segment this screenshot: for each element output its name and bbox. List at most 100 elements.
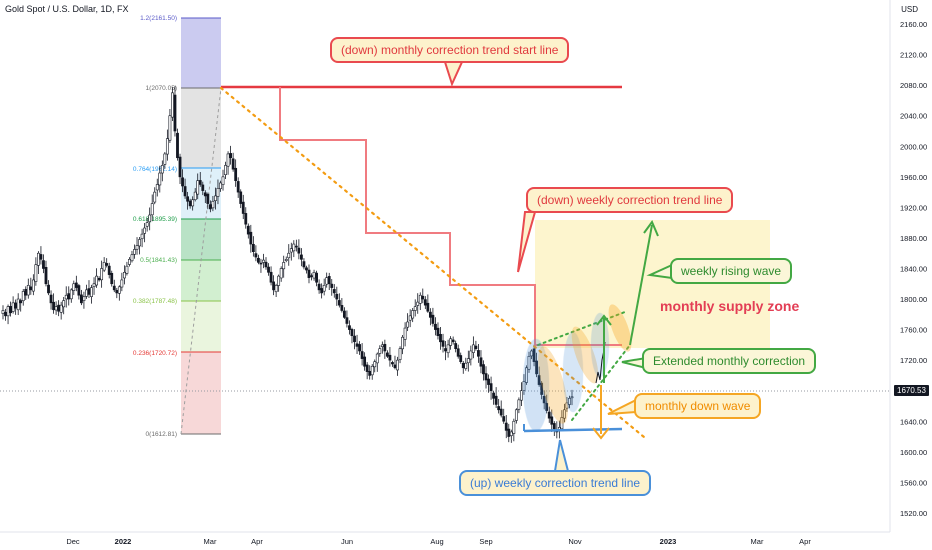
candle <box>178 156 182 178</box>
candle <box>9 305 12 314</box>
candle <box>163 153 167 165</box>
y-tick-label: 2160.00 <box>900 20 927 29</box>
fib-label-0: 0(1612.81) <box>146 431 177 438</box>
candle <box>176 132 179 159</box>
candle <box>345 317 349 324</box>
y-tick-label: 2040.00 <box>900 112 927 121</box>
candle <box>421 295 425 300</box>
candle <box>39 254 43 260</box>
candle <box>504 422 508 431</box>
candle <box>120 279 124 288</box>
candle <box>428 311 432 318</box>
x-tick-label: Sep <box>479 537 492 546</box>
candle <box>272 281 275 291</box>
candle <box>90 287 93 297</box>
y-tick-label: 2080.00 <box>900 81 927 90</box>
candle <box>153 191 157 203</box>
candle <box>241 201 245 214</box>
candle <box>279 268 283 279</box>
candle <box>446 344 450 354</box>
callout-weekly-up-trend: (up) weekly correction trend line <box>459 470 652 496</box>
candle <box>74 282 78 288</box>
candle <box>489 383 493 392</box>
fib-zone-0.764 <box>181 168 221 219</box>
candle <box>107 265 111 275</box>
candle <box>563 409 566 419</box>
candle <box>42 260 45 269</box>
candle <box>19 300 23 304</box>
candle <box>494 395 498 405</box>
callout-extended-monthly-correction: Extended monthly correction <box>642 348 817 374</box>
candle <box>375 353 379 364</box>
candle <box>325 277 329 285</box>
candle <box>201 184 205 191</box>
candle <box>342 310 346 318</box>
x-tick-label: Apr <box>251 537 263 546</box>
candle <box>34 264 38 282</box>
candle <box>31 279 35 292</box>
candle <box>92 283 96 287</box>
candle <box>145 222 149 227</box>
candle <box>418 294 422 304</box>
candle <box>181 177 184 187</box>
candle <box>370 365 374 376</box>
candle <box>550 416 554 425</box>
candle <box>383 343 387 352</box>
callout-weekly-rising-wave: weekly rising wave <box>670 258 793 284</box>
candle <box>378 348 382 354</box>
candle <box>112 285 116 291</box>
candle <box>320 288 324 294</box>
price-axis[interactable]: 2160.00 2120.00 2080.00 2040.00 2000.00 1960.… <box>900 20 927 518</box>
candle <box>196 180 200 195</box>
callout-monthly-correction-start: (down) monthly correction trend start li… <box>330 37 570 63</box>
candle <box>411 310 415 319</box>
currency-label: USD <box>901 5 918 14</box>
candle <box>203 192 207 197</box>
candle <box>49 294 53 304</box>
candle <box>221 176 225 185</box>
candle <box>403 327 407 340</box>
fib-zone-0.382 <box>181 301 221 352</box>
candle <box>527 356 531 370</box>
candle <box>423 299 427 306</box>
fib-zone-0.618 <box>181 219 221 260</box>
candle <box>297 247 301 254</box>
candle <box>37 252 40 266</box>
candle <box>143 227 147 234</box>
candle <box>532 348 536 362</box>
weekly-step-line <box>279 87 622 346</box>
y-tick-label: 1640.00 <box>900 417 927 426</box>
candle <box>509 431 513 437</box>
candle <box>229 153 233 159</box>
candle <box>459 355 463 362</box>
x-tick-label: Nov <box>568 537 582 546</box>
candle <box>461 362 465 369</box>
time-axis[interactable]: Dec 2022 Mar Apr Jun Aug Sep Nov 2023 Mar Apr <box>66 537 811 546</box>
candle <box>492 392 496 399</box>
candle <box>188 200 192 207</box>
pointer-weekly-down <box>517 211 537 273</box>
fib-retracement: 1.2(2161.50) 1(2070.05) 0.764(1962.14) 0… <box>133 15 222 438</box>
candle <box>198 180 202 185</box>
candle <box>408 315 412 321</box>
candle <box>231 158 235 170</box>
candle <box>479 357 483 367</box>
candle <box>456 348 460 357</box>
candle <box>87 288 91 295</box>
supply-zone-box <box>535 220 770 348</box>
candle <box>530 350 533 357</box>
pointer-monthly-start <box>443 61 464 87</box>
x-tick-label: Aug <box>430 537 443 546</box>
candle <box>52 301 55 311</box>
callout-weekly-correction-down: (down) weekly correction trend line <box>526 187 734 213</box>
y-tick-label: 1920.00 <box>900 203 927 212</box>
callout-monthly-down-wave: monthly down wave <box>634 393 762 419</box>
candle <box>365 364 369 372</box>
candle <box>449 338 453 346</box>
green-channel-upper <box>537 311 626 346</box>
candle <box>522 381 526 391</box>
candle <box>67 293 71 300</box>
candle <box>373 361 377 368</box>
candle <box>332 289 336 294</box>
